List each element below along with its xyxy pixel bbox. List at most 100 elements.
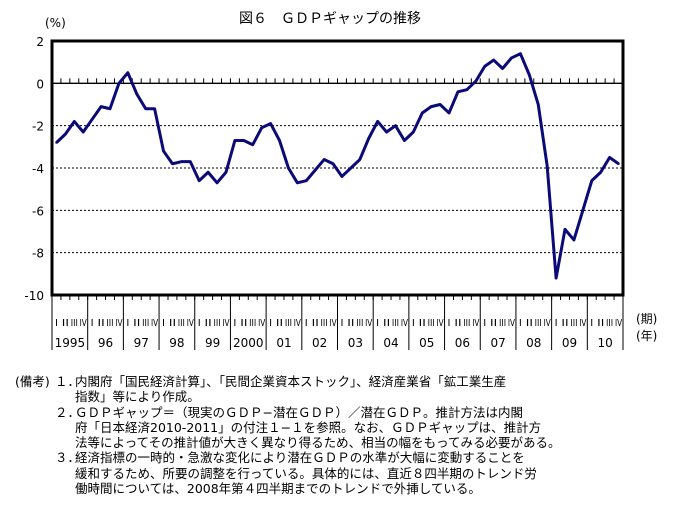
data-point [55,141,58,144]
data-point [322,158,326,161]
year-label: 02 [312,336,327,350]
notes-indent [15,466,55,481]
quarter-label: II [133,318,140,329]
data-point [82,130,85,134]
note-line: 法等によってその推計値が大きく異なり得るため、相当の幅をもってみる必要がある。 [15,435,685,450]
quarter-label: II [276,318,283,329]
y-tick-label: -2 [32,120,44,134]
year-label: 01 [276,336,291,350]
quarter-label: III [285,318,292,329]
data-point [492,58,495,62]
quarter-label: II [561,318,568,329]
data-point [108,107,112,110]
data-point [331,162,335,165]
note-indent [55,389,75,404]
note-text: 法等によってその推計値が大きく異なり得るため、相当の幅をもってみる必要がある。 [75,435,561,451]
data-point [73,120,76,123]
quarter-label: IV [401,318,408,329]
quarter-label: III [535,318,542,329]
data-point [554,276,558,280]
chart-title: 図６ ＧＤＰギャップの推移 [239,11,421,27]
notes-heading: (備考) [15,374,50,389]
note-line: (備考) １． 内閣府「国民経済計算」、「民間企業資本ストック」、経済産業省「鉱工業… [15,374,685,389]
gdp-gap-line [55,52,620,280]
note-line: 府「日本経済2010-2011」の付注１−１を参照。なお、ＧＤＰギャップは、推計… [15,420,685,435]
note-indent [55,435,75,450]
quarter-label: IV [365,318,372,329]
data-point [447,111,451,115]
notes-indent [15,420,55,435]
quarter-label: III [71,318,78,329]
y-tick-label: 2 [36,35,44,49]
data-point [590,179,593,182]
quarter-label: I [340,318,343,329]
year-label: 03 [348,336,363,350]
quarter-label: III [499,318,506,329]
quarter-label: I [198,318,201,329]
quarter-label: II [312,318,319,329]
quarter-label: II [454,318,461,329]
data-point [528,73,531,77]
data-point [117,82,121,85]
quarter-label: IV [579,318,586,329]
note-line: 指数」等により作成。 [15,389,685,404]
data-point [394,124,397,127]
quarter-label: II [205,318,212,329]
quarter-label: III [606,318,613,329]
data-point [215,181,219,185]
data-point [126,71,130,74]
year-label: 97 [134,336,149,350]
note-number: ３． [55,450,81,466]
x-unit-year: (年) [636,329,657,343]
y-tick-label: 0 [36,77,44,91]
quarter-label: III [428,318,435,329]
y-tick-label: -8 [32,247,44,261]
quarter-label: IV [508,318,515,329]
quarter-label: III [249,318,256,329]
quarter-label: I [305,318,308,329]
data-point [367,137,370,140]
data-point [287,166,290,170]
data-point [581,209,585,212]
quarter-label: II [526,318,533,329]
note-line: 働時間については、2008年第４四半期までのトレンドで外挿している。 [15,481,685,496]
quarter-label: III [463,318,470,329]
data-point [358,158,362,161]
data-point [180,160,183,163]
year-label: 06 [455,336,470,350]
quarter-label: IV [80,318,87,329]
quarter-label: I [55,318,58,329]
data-point [349,166,353,170]
year-label: 96 [98,336,113,350]
gdp-gap-chart: 図６ ＧＤＰギャップの推移 (%) (期) (年) 2 0 -2 -4 -6 -8 -10 I… [24,11,657,350]
y-axis-unit: (%) [45,16,66,30]
data-point [599,171,602,174]
note-line: ３． 経済指標の一時的・急激な変化により潜在ＧＤＰの水準が大幅に変動することを [15,450,685,465]
quarter-label: I [269,318,272,329]
quarter-label: I [91,318,94,329]
data-point [171,162,174,165]
data-point [563,228,567,231]
quarter-label: IV [151,318,158,329]
data-point [64,132,67,136]
quarter-label: III [570,318,577,329]
year-label: 98 [169,336,184,350]
quarter-label: II [347,318,354,329]
data-point [421,111,424,115]
note-text: 緩和するため、所要の調整を行っている。具体的には、直近８四半期のトレンド労 [75,465,537,481]
note-text: 働時間については、2008年第４四半期までのトレンドで外挿している。 [75,481,481,497]
year-label: 1995 [55,336,86,350]
quarter-label: IV [294,318,301,329]
quarter-label: III [392,318,399,329]
year-label: 2000 [233,336,264,350]
data-point [242,139,246,142]
year-label: 09 [562,336,577,350]
x-unit-period: (期) [636,312,657,326]
data-point [608,156,611,159]
quarter-label: I [483,318,486,329]
note-text: 府「日本経済2010-2011」の付注１−１を参照。なお、ＧＤＰギャップは、推計… [75,419,542,435]
note-text: 経済指標の一時的・急激な変化により潜在ＧＤＰの水準が大幅に変動することを [75,450,525,466]
note-text: 内閣府「国民経済計算」、「民間企業資本ストック」、経済産業省「鉱工業生産 [75,374,507,389]
data-point [456,90,460,94]
quarter-label: IV [615,318,622,329]
